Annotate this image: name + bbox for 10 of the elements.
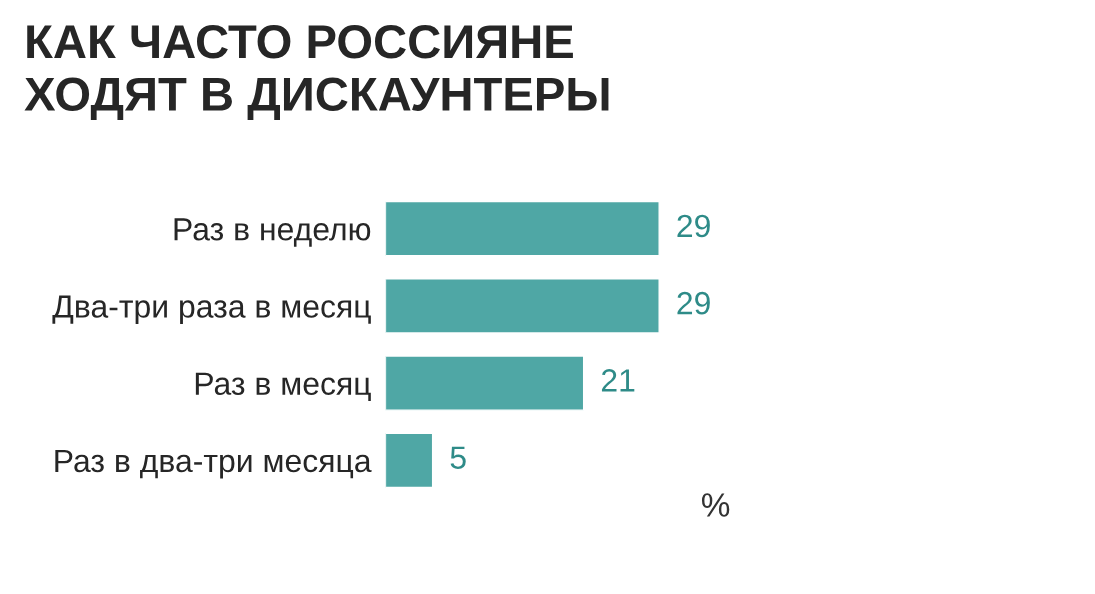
data-label: 5 xyxy=(450,446,466,469)
data-label: 29 xyxy=(677,214,710,238)
text: % xyxy=(701,493,730,517)
data-label: 29 xyxy=(677,291,710,315)
y-tick-label: Раз в два-три месяца xyxy=(55,449,372,479)
y-tick-label: Раз в месяц xyxy=(195,372,371,402)
data-label: 21 xyxy=(601,369,635,392)
chart-title: КАК ЧАСТО РОССИЯНЕ ХОДЯТ В ДИСКАУНТЕРЫ xyxy=(24,25,609,120)
y-tick-label: Два-три раза в месяц xyxy=(52,295,371,325)
y-tick-label: Раз в неделю xyxy=(174,218,371,247)
